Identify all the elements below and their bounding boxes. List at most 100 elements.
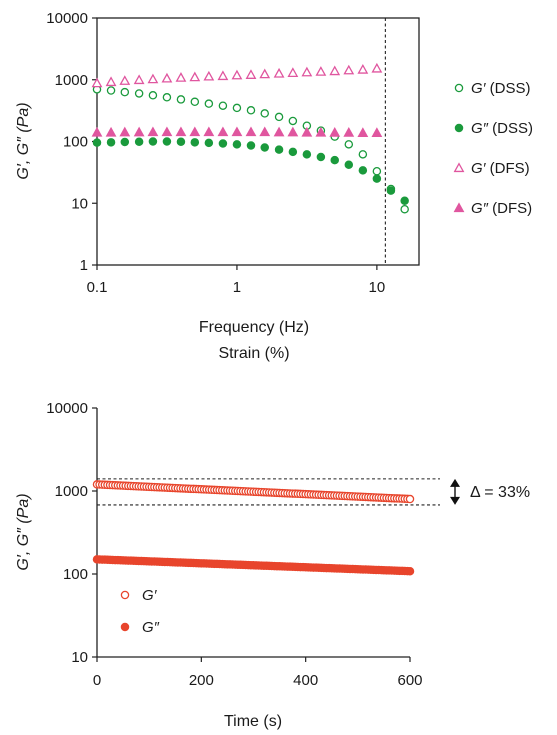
- top-point: [231, 126, 243, 137]
- bottom-y-tick-label: 10000: [46, 400, 88, 417]
- top-point: [315, 66, 327, 76]
- top-point: [133, 126, 145, 137]
- bottom-dashed-lines: [97, 478, 440, 506]
- top-point: [175, 126, 187, 137]
- bottom-series-1: [92, 555, 415, 576]
- top-y-ticks: 1 10 100 1000 10000: [46, 10, 97, 274]
- top-point: [189, 126, 201, 137]
- top-x-axis-label-secondary: Strain (%): [218, 345, 289, 362]
- top-point: [217, 70, 229, 81]
- top-point: [316, 152, 326, 162]
- bottom-x-tick-label: 600: [397, 672, 422, 689]
- top-point: [371, 62, 383, 73]
- top-point: [302, 150, 312, 159]
- top-series-1: [92, 137, 409, 205]
- top-point: [148, 91, 158, 100]
- top-legend-marker: [454, 123, 464, 133]
- top-point: [190, 97, 200, 107]
- top-point: [106, 138, 116, 147]
- top-point: [315, 126, 327, 137]
- top-point: [162, 137, 172, 146]
- top-point: [287, 67, 299, 78]
- top-point: [148, 137, 158, 146]
- top-y-tick-label: 1: [80, 257, 88, 274]
- top-point: [105, 126, 117, 137]
- top-point: [161, 72, 173, 83]
- top-point: [204, 99, 214, 108]
- bottom-point: [405, 494, 415, 504]
- bottom-x-tick-label: 400: [293, 672, 318, 689]
- top-point: [133, 74, 145, 85]
- bottom-point: [405, 566, 415, 576]
- top-point: [400, 204, 409, 214]
- top-legend-label: G′ (DFS): [471, 160, 530, 177]
- top-data-marks: [91, 62, 409, 214]
- top-legend: G′ (DSS) G″ (DSS) G′ (DFS) G″ (DFS): [453, 80, 533, 217]
- bottom-x-tick-label: 200: [189, 672, 214, 689]
- bottom-data-marks: [92, 480, 415, 576]
- top-point: [273, 67, 285, 78]
- top-point: [259, 126, 271, 137]
- top-point: [273, 126, 285, 137]
- top-point: [231, 69, 243, 80]
- bottom-legend-label: G″: [142, 619, 160, 636]
- top-point: [343, 64, 355, 75]
- top-x-tick-label: 0.1: [87, 279, 108, 296]
- top-x-ticks: 0.1 1 10: [87, 265, 385, 296]
- top-point: [106, 86, 116, 95]
- top-point: [176, 137, 186, 147]
- bottom-y-tick-label: 10: [71, 649, 88, 666]
- top-point: [119, 75, 131, 85]
- top-point: [358, 166, 368, 175]
- top-point: [105, 76, 117, 87]
- top-point: [190, 138, 200, 147]
- top-point: [400, 196, 409, 205]
- top-y-tick-label: 1000: [55, 72, 88, 89]
- bottom-legend: G′ G″: [120, 587, 160, 636]
- bottom-y-tick-label: 100: [63, 566, 88, 583]
- top-point: [175, 72, 187, 82]
- top-point: [217, 126, 229, 137]
- top-point: [259, 68, 271, 79]
- top-point: [134, 137, 144, 147]
- top-point: [147, 126, 159, 137]
- top-point: [329, 127, 341, 137]
- top-point: [372, 166, 382, 176]
- bottom-legend-label: G′: [142, 587, 158, 604]
- top-point: [344, 140, 354, 149]
- top-point: [176, 95, 186, 104]
- top-point: [358, 150, 368, 159]
- top-y-tick-label: 10: [71, 195, 88, 212]
- top-plot-frame: [96, 17, 420, 266]
- top-legend-label: G′ (DSS): [471, 80, 530, 97]
- top-point: [203, 126, 215, 137]
- bottom-x-tick-label: 0: [93, 672, 101, 689]
- top-point: [301, 126, 313, 137]
- top-legend-marker: [454, 83, 464, 93]
- top-point: [246, 141, 256, 150]
- top-point: [343, 127, 355, 137]
- top-point: [245, 126, 257, 137]
- top-point: [301, 66, 313, 77]
- top-point: [287, 126, 299, 137]
- delta-arrow-head-up: [450, 478, 460, 487]
- top-series-2: [91, 62, 383, 88]
- top-x-tick-label: 1: [233, 279, 241, 296]
- top-point: [371, 127, 383, 137]
- top-point: [92, 138, 102, 147]
- bottom-legend-marker: [120, 590, 130, 600]
- top-point: [218, 139, 228, 148]
- bottom-delta-annotation: Δ = 33%: [470, 484, 530, 501]
- bottom-x-axis-label: Time (s): [224, 713, 282, 730]
- top-point: [329, 65, 341, 76]
- top-point: [91, 77, 103, 88]
- top-legend-label: G″ (DSS): [471, 120, 533, 137]
- bottom-y-tick-label: 1000: [55, 483, 88, 500]
- top-point: [147, 73, 159, 84]
- top-point: [120, 87, 130, 97]
- top-point: [274, 145, 284, 154]
- top-point: [288, 116, 298, 126]
- top-y-tick-label: 10000: [46, 10, 88, 27]
- top-point: [189, 71, 201, 82]
